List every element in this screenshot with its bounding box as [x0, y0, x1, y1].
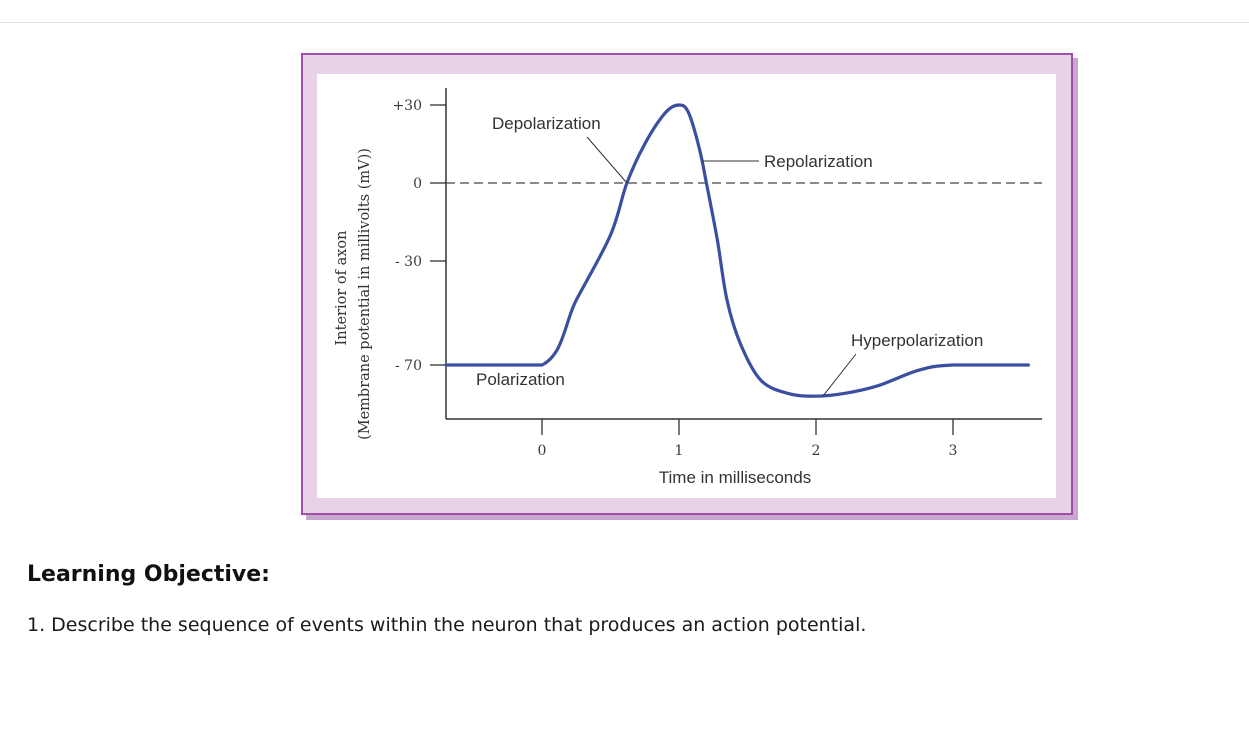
y-axis-title-line1: Interior of axon — [334, 231, 350, 346]
top-divider — [0, 22, 1249, 23]
x-tick-label: 0 — [538, 443, 547, 459]
y-axis-title-line2: (Membrane potential in millivolts (mV)) — [357, 148, 373, 440]
x-axis-title: Time in milliseconds — [659, 468, 811, 487]
depolarization-leader — [586, 136, 628, 184]
polarization-label: Polarization — [476, 370, 565, 389]
figure-frame — [301, 53, 1073, 515]
x-tick-label: 2 — [812, 443, 821, 459]
depolarization-label: Depolarization — [492, 114, 601, 133]
action-potential-chart: +30 0 - 30 - 70 0 1 2 3 Depolarization Repolar… — [334, 88, 1042, 487]
x-tick-label: 3 — [949, 443, 958, 459]
hyperpolarization-leader — [822, 353, 857, 397]
objective-item: 1. Describe the sequence of events withi… — [27, 614, 867, 636]
objective-heading: Learning Objective: — [27, 562, 270, 587]
y-tick-label: 0 — [413, 176, 422, 192]
membrane-potential-curve — [444, 103, 1030, 398]
y-tick-label: +30 — [392, 98, 422, 114]
y-tick-label: - 70 — [395, 358, 422, 374]
x-tick-label: 1 — [675, 443, 684, 459]
plot-panel — [317, 74, 1056, 498]
hyperpolarization-label: Hyperpolarization — [851, 331, 983, 350]
repolarization-label: Repolarization — [764, 152, 873, 171]
y-tick-label: - 30 — [395, 254, 422, 270]
